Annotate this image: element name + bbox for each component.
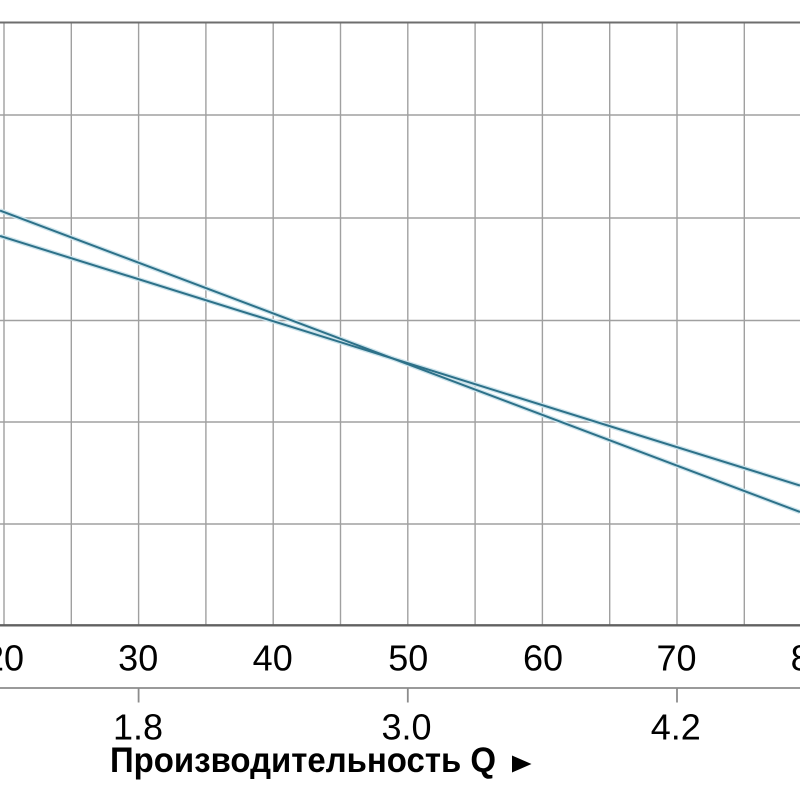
svg-text:40: 40 [253,638,293,679]
svg-text:80: 80 [791,638,800,679]
svg-text:20: 20 [0,638,24,679]
svg-text:3.0: 3.0 [381,707,431,748]
svg-text:Производительность Q: Производительность Q [110,741,496,780]
svg-text:50: 50 [388,638,428,679]
svg-text:4.2: 4.2 [651,707,701,748]
svg-text:30: 30 [118,638,158,679]
svg-text:70: 70 [656,638,696,679]
svg-text:1.8: 1.8 [113,707,163,748]
svg-text:60: 60 [523,638,563,679]
